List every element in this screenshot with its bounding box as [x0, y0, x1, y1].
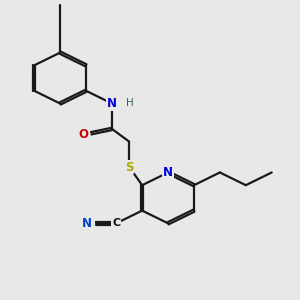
Text: N: N: [163, 166, 173, 179]
Text: N: N: [82, 217, 92, 230]
Text: N: N: [107, 97, 117, 110]
Text: O: O: [79, 128, 89, 141]
Text: S: S: [125, 160, 134, 173]
Text: C: C: [112, 218, 120, 228]
Text: H: H: [126, 98, 134, 109]
